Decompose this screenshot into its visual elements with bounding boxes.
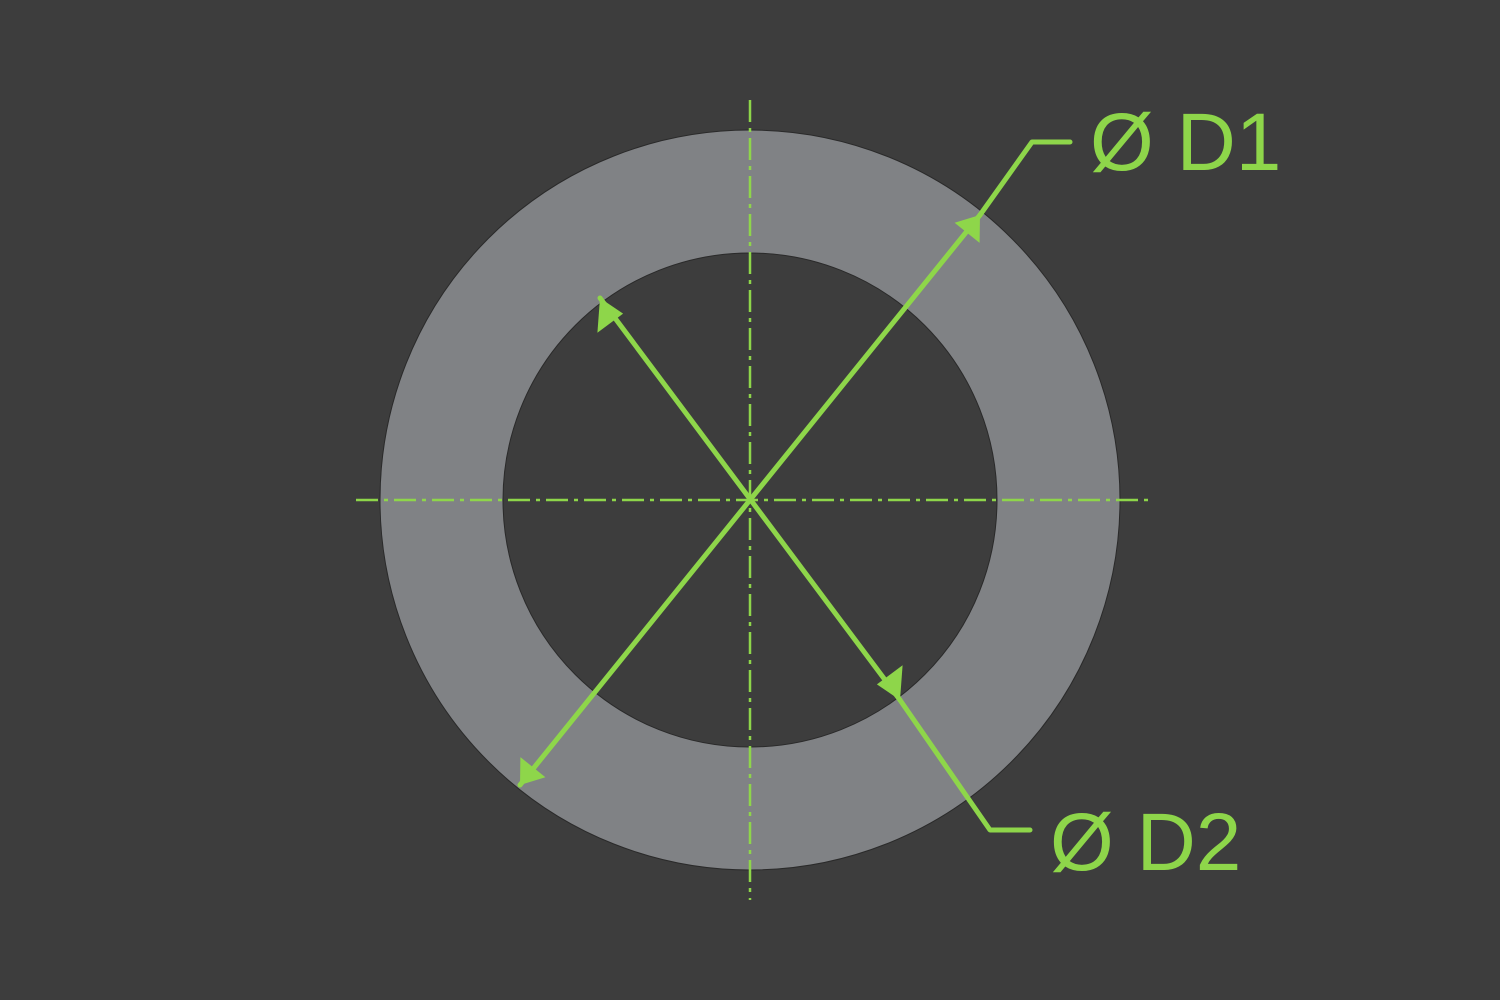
inner-diameter-label: Ø D2: [1050, 797, 1241, 888]
outer-diameter-arrowhead-bottom: [520, 757, 546, 785]
washer-ring: [379, 129, 1121, 871]
outer-diameter-leader: [977, 139, 1073, 218]
inner-diameter-arrowhead-bottom: [876, 665, 903, 700]
inner-diameter-leader: [897, 697, 1033, 833]
inner-diameter-line: [597, 295, 903, 703]
outer-diameter-label: Ø D1: [1090, 97, 1281, 188]
inner-diameter-arrowhead-top: [597, 298, 624, 333]
inner-diameter-dimension: [597, 295, 1033, 833]
outer-diameter-arrowhead-top: [954, 215, 980, 243]
